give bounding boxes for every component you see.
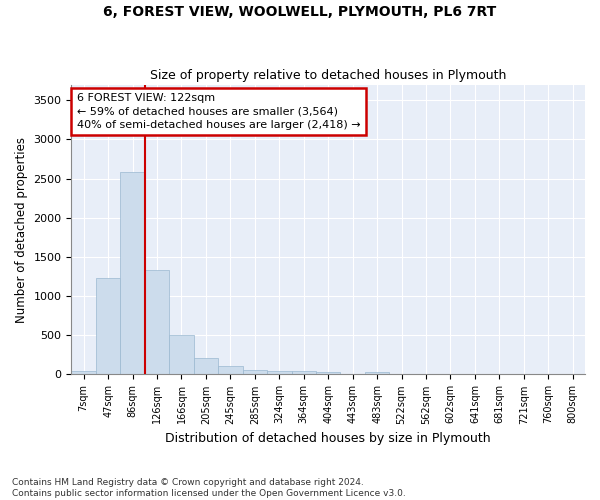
X-axis label: Distribution of detached houses by size in Plymouth: Distribution of detached houses by size … <box>166 432 491 445</box>
Bar <box>121 172 145 374</box>
Bar <box>316 372 340 374</box>
Bar <box>242 370 267 374</box>
Bar <box>71 370 96 374</box>
Bar <box>267 371 292 374</box>
Text: Contains HM Land Registry data © Crown copyright and database right 2024.
Contai: Contains HM Land Registry data © Crown c… <box>12 478 406 498</box>
Bar <box>145 270 169 374</box>
Text: 6, FOREST VIEW, WOOLWELL, PLYMOUTH, PL6 7RT: 6, FOREST VIEW, WOOLWELL, PLYMOUTH, PL6 … <box>103 5 497 19</box>
Text: 6 FOREST VIEW: 122sqm
← 59% of detached houses are smaller (3,564)
40% of semi-d: 6 FOREST VIEW: 122sqm ← 59% of detached … <box>77 94 360 130</box>
Bar <box>96 278 121 374</box>
Bar <box>218 366 242 374</box>
Bar <box>169 336 194 374</box>
Bar <box>365 372 389 374</box>
Bar <box>194 358 218 374</box>
Title: Size of property relative to detached houses in Plymouth: Size of property relative to detached ho… <box>150 69 506 82</box>
Y-axis label: Number of detached properties: Number of detached properties <box>15 136 28 322</box>
Bar <box>292 372 316 374</box>
